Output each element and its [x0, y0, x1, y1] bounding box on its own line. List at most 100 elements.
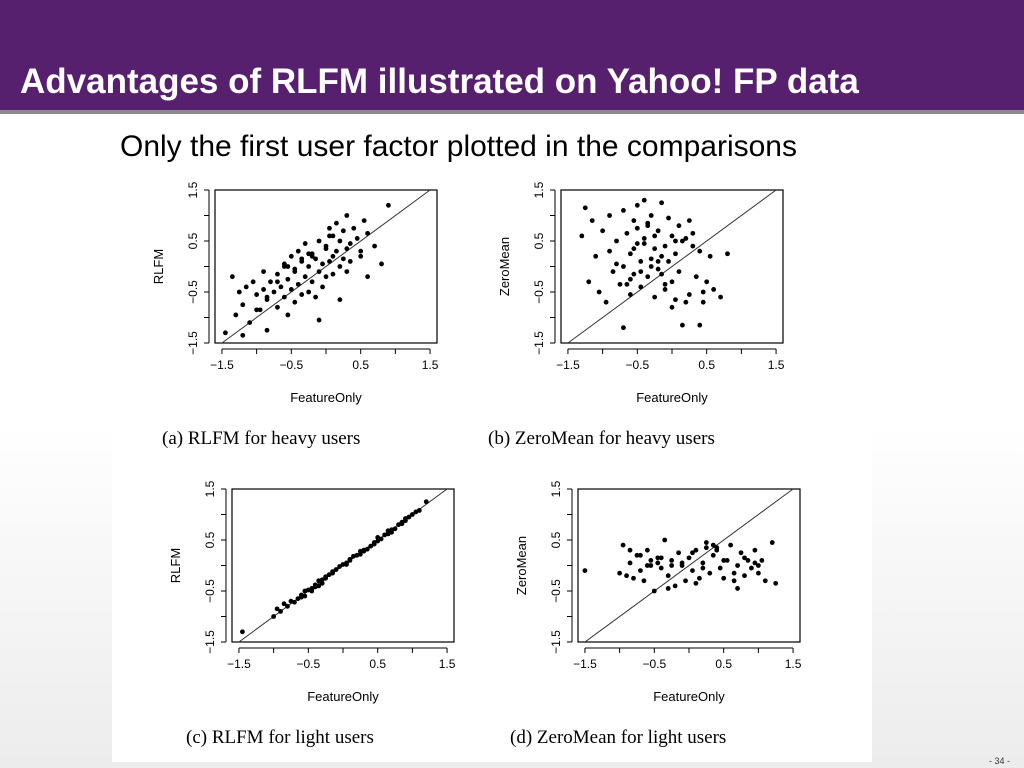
data-point	[621, 264, 626, 269]
data-point	[731, 570, 737, 576]
data-point	[596, 289, 602, 295]
data-point	[586, 279, 592, 285]
data-point	[392, 526, 398, 532]
data-point	[662, 287, 668, 292]
y-tick-label: 1.5	[186, 181, 200, 198]
data-point	[655, 228, 661, 234]
data-point	[731, 578, 737, 584]
data-point	[333, 567, 339, 572]
data-point	[627, 292, 633, 297]
data-point	[327, 259, 332, 264]
data-point	[638, 269, 644, 274]
data-point	[752, 547, 758, 553]
x-tick-label: 1.5	[439, 657, 456, 671]
data-point	[281, 264, 287, 269]
data-point	[648, 213, 654, 218]
data-point	[641, 578, 647, 584]
data-point	[680, 322, 685, 328]
panel-caption: (d) ZeroMean for light users	[510, 727, 726, 748]
data-point	[344, 213, 350, 218]
data-point	[292, 299, 298, 305]
data-point	[718, 294, 723, 300]
data-point	[673, 297, 678, 303]
data-point	[240, 629, 245, 635]
x-axis-label: FeatureOnly	[290, 390, 362, 405]
data-point	[721, 558, 727, 563]
x-tick-label: −1.5	[210, 358, 234, 372]
data-point	[676, 223, 682, 229]
data-point	[295, 281, 301, 287]
data-point	[652, 233, 658, 239]
plot-frame	[214, 189, 438, 344]
data-point	[399, 521, 405, 527]
y-tick-label: −1.5	[203, 630, 217, 654]
identity-line	[584, 488, 794, 643]
data-point	[313, 256, 318, 262]
data-point	[666, 215, 671, 221]
data-point	[742, 573, 747, 579]
y-axis-label: RLFM	[168, 548, 183, 583]
data-point	[676, 550, 681, 556]
data-point	[735, 563, 740, 568]
y-tick-label: 1.5	[532, 181, 546, 198]
data-point	[278, 609, 283, 614]
x-tick-label: −1.5	[556, 358, 580, 372]
x-axis-label: FeatureOnly	[307, 689, 379, 704]
data-point	[330, 271, 336, 277]
data-point	[669, 304, 675, 310]
data-point	[686, 218, 692, 223]
data-point	[285, 276, 291, 282]
data-point	[607, 248, 612, 254]
data-point	[306, 264, 312, 269]
data-point	[334, 248, 339, 254]
data-point	[724, 558, 730, 563]
data-point	[762, 578, 768, 584]
data-point	[271, 614, 277, 619]
data-point	[423, 499, 429, 505]
data-point	[655, 259, 661, 264]
x-tick-label: −0.5	[296, 657, 320, 671]
data-point	[361, 218, 367, 223]
data-point	[645, 220, 651, 226]
data-point	[302, 588, 308, 594]
data-point	[358, 253, 364, 259]
data-point	[662, 281, 668, 287]
panel-caption: (b) ZeroMean for heavy users	[488, 428, 715, 449]
data-point	[631, 575, 636, 581]
data-point	[621, 325, 626, 331]
y-tick-label: 0.5	[186, 232, 200, 249]
data-point	[312, 582, 318, 588]
data-point	[233, 312, 239, 318]
data-point	[624, 281, 630, 287]
data-point	[638, 259, 644, 264]
data-point	[710, 542, 716, 548]
data-point	[275, 279, 280, 285]
data-point	[749, 565, 754, 571]
data-point	[236, 289, 242, 295]
y-tick-label: −0.5	[186, 280, 200, 304]
data-point	[603, 299, 609, 305]
data-point	[357, 548, 363, 554]
data-point	[648, 264, 654, 269]
data-point	[361, 548, 367, 554]
data-point	[738, 550, 744, 556]
data-point	[375, 535, 381, 540]
identity-line	[567, 189, 777, 344]
data-point	[641, 236, 647, 241]
data-point	[285, 312, 291, 318]
data-point	[365, 274, 371, 280]
data-point	[755, 563, 761, 568]
data-point	[700, 299, 706, 305]
data-point	[769, 540, 775, 545]
data-point	[728, 542, 734, 548]
data-point	[665, 573, 671, 579]
data-point	[372, 243, 377, 249]
data-point	[700, 560, 706, 566]
data-point	[593, 253, 599, 259]
plot-frame	[577, 488, 801, 643]
data-point	[302, 241, 308, 246]
data-point	[652, 294, 658, 300]
data-point	[725, 251, 730, 257]
data-point	[316, 238, 322, 244]
data-point	[344, 562, 349, 567]
